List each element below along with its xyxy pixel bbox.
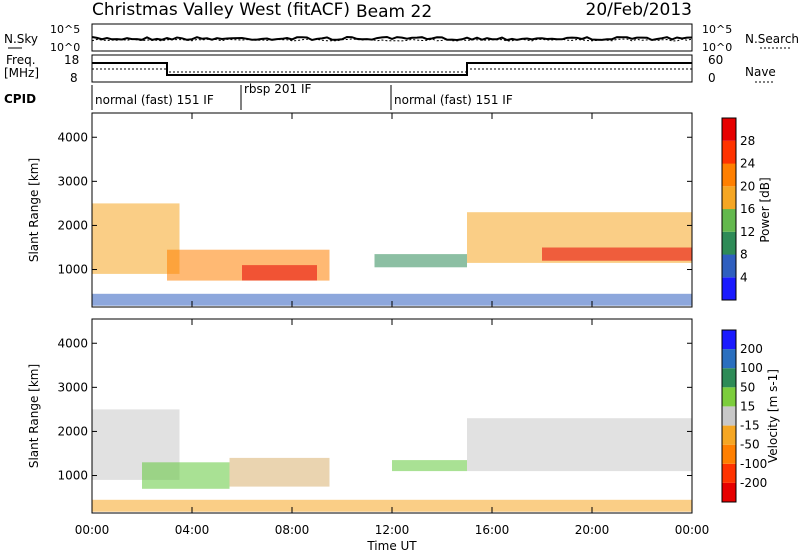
cpid-segment-2: rbsp 201 IF [244,82,311,96]
cpid-segment-3: normal (fast) 151 IF [394,93,513,107]
nave-tick-bottom: 0 [708,71,716,85]
freq-unit: [MHz] [4,66,39,80]
nave-label: Nave [745,65,776,79]
colorbar-tick-label: -50 [740,438,760,452]
y-tick-label: 3000 [57,380,88,394]
colorbar-tick-label: 12 [740,225,755,239]
power-y-axis-label: Slant Range [km] [27,158,41,262]
colorbar-swatch [722,140,736,164]
echo-region [467,418,692,472]
power-y-ticks: 1000 2000 3000 4000 [57,130,692,277]
colorbar-tick-label: 16 [740,202,755,216]
colorbar-tick-label: 15 [740,399,755,413]
colorbar-tick-label: 50 [740,380,755,394]
y-tick-label: 2000 [57,424,88,438]
colorbar-tick-label: 8 [740,248,748,262]
colorbar-swatch [722,463,736,483]
cpid-segment-1: normal (fast) 151 IF [95,93,214,107]
x-tick-label: 04:00 [175,523,210,537]
beam-title: Beam 22 [356,2,432,22]
nsky-trace [91,35,693,42]
y-tick-label: 1000 [57,263,88,277]
noise-right-tick-top: 10^5 [702,23,732,36]
colorbar-frame [721,329,737,503]
x-axis-label: Time UT [366,539,417,553]
x-tick-label: 20:00 [575,523,610,537]
colorbar-swatch [722,349,736,369]
colorbar-tick-label: 20 [740,179,755,193]
velocity-y-ticks: 1000 2000 3000 4000 [57,336,692,483]
colorbar-tick-label: -15 [740,419,760,433]
echo-region [229,457,330,487]
x-tick-label: 00:00 [75,523,110,537]
velocity-colorbar: 200 100 50 15 -15 -50 -100 -200 [721,329,767,503]
y-tick-label: 4000 [57,336,88,350]
noise-left-tick-top: 10^5 [50,23,80,36]
y-tick-label: 3000 [57,174,88,188]
echo-region [92,499,692,512]
echo-region [142,462,230,489]
colorbar-swatch [722,231,736,255]
y-tick-label: 1000 [57,469,88,483]
power-colorbar: 4 8 12 16 20 24 28 [721,117,755,301]
freq-tick-top: 18 [64,53,79,67]
y-tick-label: 2000 [57,218,88,232]
colorbar-swatch [722,368,736,388]
echo-region [392,460,467,472]
x-tick-label: 08:00 [275,523,310,537]
echo-region [242,265,317,281]
colorbar-swatch [722,277,736,301]
colorbar-swatch [722,186,736,210]
colorbar-swatch [722,118,736,141]
cpid-label: CPID [4,92,36,106]
nsearch-trace [91,38,693,42]
velocity-colorbar-label: Velocity [m s-1] [766,369,780,463]
colorbar-swatch [722,482,736,502]
echo-region [374,254,467,268]
station-title: Christmas Valley West (fitACF) [92,0,350,20]
colorbar-swatch [722,387,736,407]
power-echo-layer [92,203,692,306]
noise-left-tick-bottom: 10^0 [50,41,80,54]
echo-region [92,293,692,306]
colorbar-tick-label: 100 [740,361,763,375]
x-tick-label: 16:00 [475,523,510,537]
nave-trace [92,68,692,73]
freq-trace [92,62,692,76]
colorbar-swatch [722,444,736,464]
noise-right-tick-bottom: 10^0 [702,41,732,54]
colorbar-tick-label: 24 [740,157,755,171]
freq-tick-bottom: 8 [70,71,78,85]
date-title: 20/Feb/2013 [586,0,692,20]
velocity-y-axis-label: Slant Range [km] [27,364,41,468]
colorbar-swatch [722,254,736,278]
colorbar-frame [721,117,737,301]
colorbar-swatch [722,330,736,350]
colorbar-tick-label: 28 [740,134,755,148]
colorbar-tick-label: 200 [740,342,763,356]
freq-label: Freq. [6,53,36,67]
echo-region [542,247,692,261]
colorbar-tick-label: -200 [740,476,767,490]
echo-region [92,203,180,274]
x-axis-ticks: 00:00 04:00 08:00 12:00 16:00 20:00 00:00 [75,113,710,537]
colorbar-swatch [722,163,736,187]
power-colorbar-label: Power [dB] [758,177,772,242]
colorbar-tick-label: 4 [740,270,748,284]
nsearch-label: N.Search [745,32,799,46]
colorbar-swatch [722,209,736,232]
colorbar-tick-label: -100 [740,457,767,471]
velocity-echo-layer [92,409,692,512]
x-tick-label: 00:00 [675,523,710,537]
nave-tick-top: 60 [708,53,723,67]
nsky-label: N.Sky [4,32,38,46]
x-tick-label: 12:00 [375,523,410,537]
colorbar-swatch [722,425,736,445]
y-tick-label: 4000 [57,130,88,144]
colorbar-swatch [722,406,736,426]
